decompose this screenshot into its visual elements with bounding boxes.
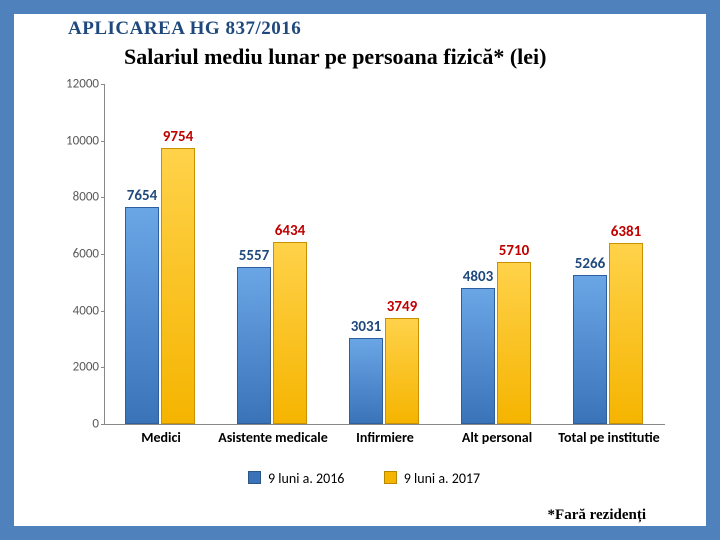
data-label-2016: 5557 [224,247,284,265]
category-label: Asistente medicale [218,430,328,445]
y-tick-mark [101,197,105,198]
legend: 9 luni a. 2016 9 luni a. 2017 [54,470,674,487]
data-label-2016: 3031 [336,318,396,336]
header-title: APLICAREA HG 837/2016 [68,18,301,39]
legend-item-2017: 9 luni a. 2017 [384,470,481,487]
legend-swatch-2016 [248,471,261,484]
bar-series-2017 [497,262,531,424]
legend-swatch-2017 [384,471,397,484]
bar-series-2016 [349,338,383,424]
bar-series-2016 [237,267,271,424]
y-tick-mark [101,367,105,368]
bar-series-2016 [461,288,495,424]
category-label: Infirmiere [330,430,440,445]
bar-series-2016 [125,207,159,424]
bar-series-2017 [273,242,307,424]
legend-item-2016: 9 luni a. 2016 [248,470,345,487]
data-label-2017: 6434 [260,222,320,240]
page-header: APLICAREA HG 837/2016 [68,18,301,40]
category-label: Medici [106,430,216,445]
data-label-2017: 6381 [596,223,656,241]
legend-label-2016: 9 luni a. 2016 [268,470,344,487]
y-tick-label: 10000 [66,133,105,148]
category-label: Total pe institutie [554,430,664,445]
y-tick-mark [101,311,105,312]
y-tick-mark [101,424,105,425]
data-label-2017: 5710 [484,242,544,260]
category-label: Alt personal [442,430,552,445]
footnote: *Fară rezidenți [548,507,646,524]
y-tick-mark [101,84,105,85]
plot-area: 02000400060008000100001200076549754Medic… [104,84,665,425]
bar-series-2016 [573,275,607,424]
data-label-2016: 4803 [448,268,508,286]
slide-frame: APLICAREA HG 837/2016 Salariul mediu lun… [0,0,720,540]
y-tick-mark [101,254,105,255]
chart-container: 02000400060008000100001200076549754Medic… [54,72,674,512]
data-label-2016: 5266 [560,255,620,273]
data-label-2016: 7654 [112,187,172,205]
y-tick-label: 12000 [66,77,105,92]
legend-label-2017: 9 luni a. 2017 [404,470,480,487]
data-label-2017: 9754 [148,128,208,146]
data-label-2017: 3749 [372,298,432,316]
chart-title: Salariul mediu lunar pe persoana fizică*… [124,44,546,70]
y-tick-mark [101,141,105,142]
